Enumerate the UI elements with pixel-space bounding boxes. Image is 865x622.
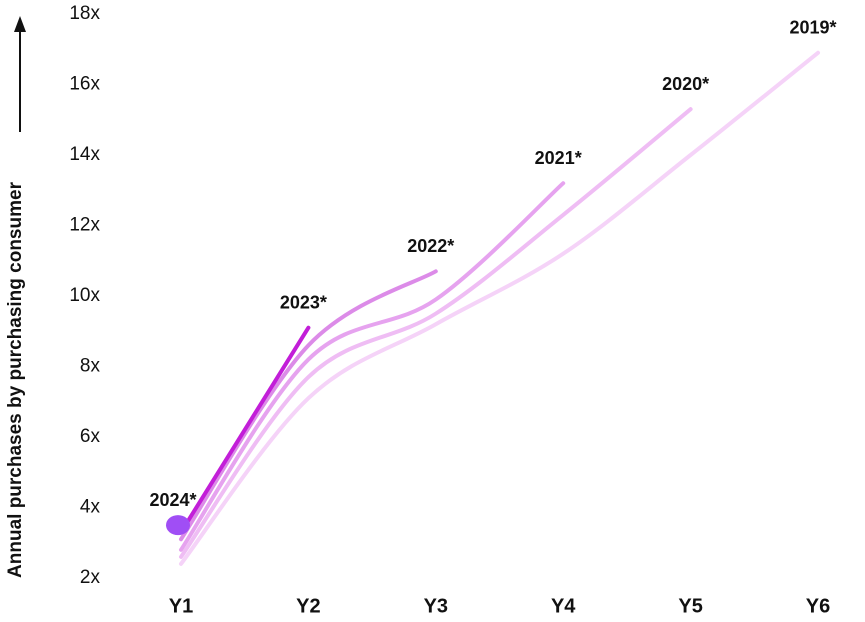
series-label: 2020*: [662, 74, 709, 94]
x-tick-label: Y3: [424, 595, 448, 617]
series-line: [179, 107, 693, 559]
series-line: [179, 325, 311, 535]
series-line: [179, 269, 438, 542]
series-label: 2022*: [407, 236, 454, 256]
y-tick-label: 10x: [69, 285, 100, 306]
y-axis-title: Annual purchases by purchasing consumer: [5, 181, 26, 578]
x-tick-label: Y1: [169, 595, 193, 617]
y-tick-label: 4x: [80, 497, 101, 518]
y-tick-label: 18x: [69, 3, 100, 24]
y-tick-label: 16x: [69, 74, 100, 95]
y-tick-label: 12x: [69, 215, 100, 236]
axis-arrowhead: [14, 16, 26, 32]
x-tick-label: Y5: [678, 595, 702, 617]
x-tick-label: Y2: [296, 595, 320, 617]
series-label: 2024*: [149, 490, 196, 510]
series-line: [179, 181, 566, 552]
series-label: 2023*: [280, 292, 327, 312]
x-tick-label: Y4: [551, 595, 576, 617]
y-tick-label: 2x: [80, 567, 101, 588]
y-tick-label: 6x: [80, 426, 101, 447]
series-point: [166, 515, 190, 536]
series-label: 2019*: [789, 18, 836, 38]
series-label: 2021*: [535, 148, 582, 168]
series-line: [179, 50, 820, 566]
x-tick-label: Y6: [806, 595, 830, 617]
y-tick-label: 8x: [80, 356, 101, 377]
y-tick-label: 14x: [69, 144, 100, 165]
